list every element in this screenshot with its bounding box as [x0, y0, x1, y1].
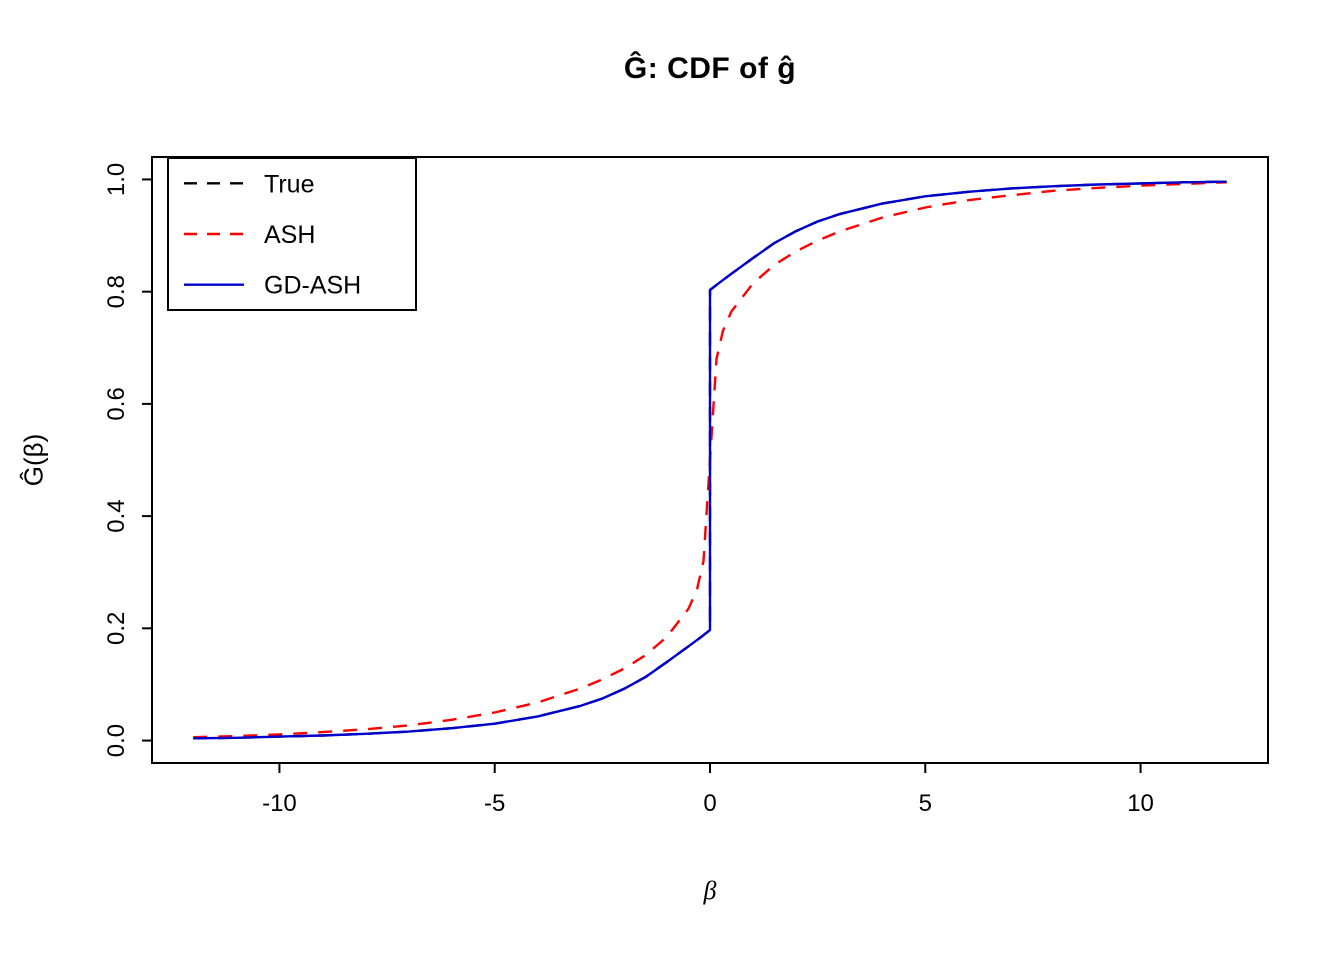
legend-label-ash: ASH: [264, 221, 315, 249]
y-tick-label: 1.0: [103, 163, 130, 196]
y-tick-label: 0.0: [103, 724, 130, 757]
x-tick-label: -5: [484, 790, 505, 817]
series-gd-ash: [193, 180, 1227, 740]
y-tick-label: 0.6: [103, 387, 130, 420]
x-tick-label: -10: [262, 790, 297, 817]
y-tick-label: 0.8: [103, 275, 130, 308]
y-tick-label: 0.2: [103, 612, 130, 645]
x-tick-label: 0: [703, 790, 716, 817]
legend-label-true: True: [264, 170, 314, 198]
legend-label-gd-ash: GD-ASH: [264, 272, 361, 300]
y-tick-label: 0.4: [103, 499, 130, 532]
x-tick-label: 5: [919, 790, 932, 817]
x-axis-label: β: [703, 876, 717, 905]
chart-title: Ĝ: CDF of ĝ: [623, 52, 797, 85]
x-tick-label: 10: [1127, 790, 1154, 817]
